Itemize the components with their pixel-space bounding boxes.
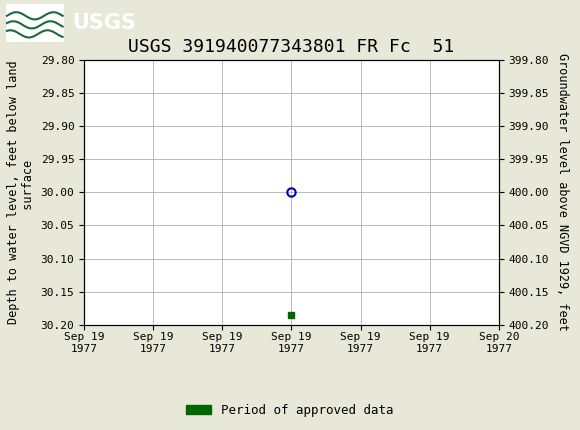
- Text: USGS: USGS: [72, 12, 136, 33]
- Legend: Period of approved data: Period of approved data: [181, 399, 399, 421]
- Y-axis label: Groundwater level above NGVD 1929, feet: Groundwater level above NGVD 1929, feet: [556, 53, 569, 332]
- Y-axis label: Depth to water level, feet below land
  surface: Depth to water level, feet below land su…: [7, 61, 35, 324]
- Bar: [6, 3, 64, 42]
- Title: USGS 391940077343801 FR Fc  51: USGS 391940077343801 FR Fc 51: [128, 38, 455, 56]
